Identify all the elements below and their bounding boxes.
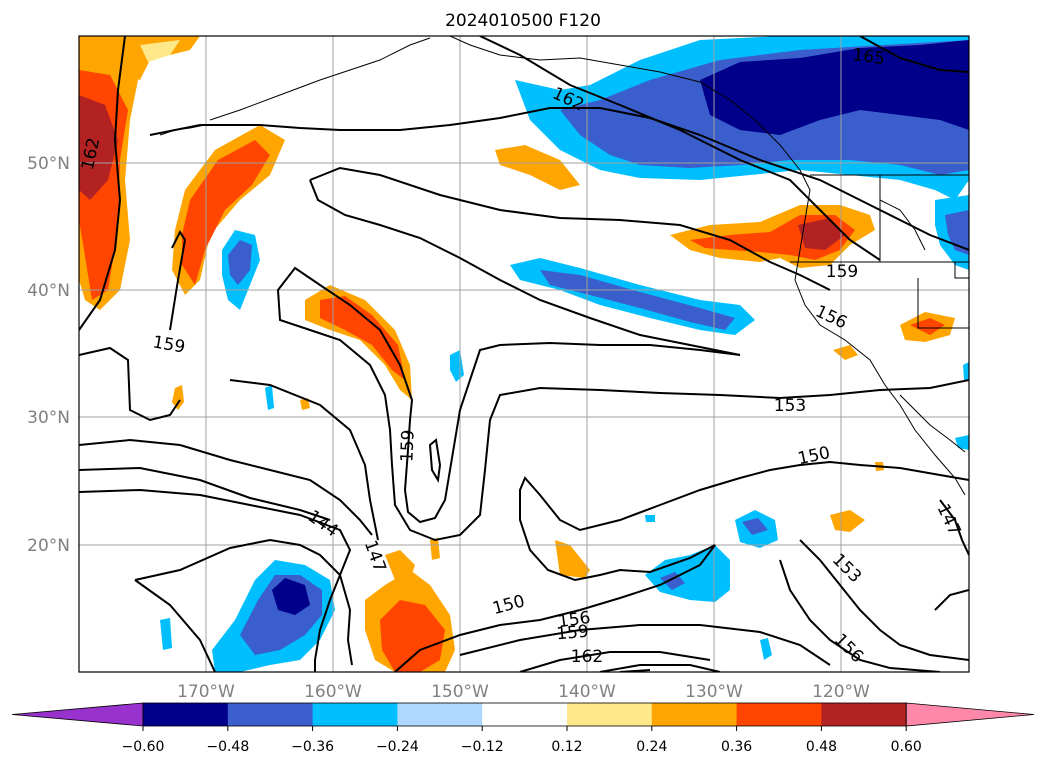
colorbar-tick-label: 0.48 bbox=[806, 739, 837, 755]
colorbar-swatch bbox=[312, 703, 398, 726]
colorbar-swatch bbox=[736, 703, 822, 726]
colorbar-tick-label: −0.24 bbox=[376, 739, 419, 755]
colorbar-outline bbox=[142, 702, 907, 727]
colorbar: −0.60 −0.48 −0.36 −0.24 −0.12 0.12 0.24 0.36 0.4… bbox=[11, 702, 1035, 755]
colorbar-swatch bbox=[143, 703, 229, 726]
contour-label: 165 bbox=[851, 45, 886, 69]
map-title: 2024010500 F120 bbox=[445, 11, 601, 31]
colorbar-tick-label: 0.60 bbox=[891, 739, 922, 755]
lat-tick-label: 30°N bbox=[27, 408, 70, 428]
colorbar-extend-low bbox=[11, 702, 144, 727]
positive-anomaly-fill bbox=[79, 36, 955, 672]
contour-label: 153 bbox=[774, 396, 806, 416]
lon-tick-label: 150°W bbox=[431, 682, 489, 702]
lat-tick-label: 50°N bbox=[27, 154, 70, 174]
colorbar-swatch bbox=[821, 703, 907, 726]
colorbar-tick-label: −0.36 bbox=[291, 739, 334, 755]
latitude-labels: 50°N 40°N 30°N 20°N bbox=[27, 154, 70, 556]
lat-tick-label: 20°N bbox=[27, 536, 70, 556]
contour-label: 162 bbox=[571, 647, 603, 667]
height-contours bbox=[79, 36, 969, 672]
lon-tick-label: 170°W bbox=[177, 682, 235, 702]
colorbar-tick-label: −0.48 bbox=[206, 739, 249, 755]
colorbar-tick-label: 0.24 bbox=[636, 739, 667, 755]
longitude-labels: 170°W 160°W 150°W 140°W 130°W 120°W bbox=[177, 682, 870, 702]
colorbar-swatch bbox=[397, 703, 483, 726]
colorbar-tick-label: −0.60 bbox=[122, 739, 165, 755]
negative-anomaly-fill bbox=[160, 36, 969, 672]
colorbar-swatch bbox=[567, 703, 653, 726]
contour-label: 159 bbox=[826, 262, 858, 282]
contour-label: 156 bbox=[557, 608, 592, 632]
lon-tick-label: 140°W bbox=[558, 682, 616, 702]
lat-tick-label: 40°N bbox=[27, 281, 70, 301]
colorbar-swatch bbox=[227, 703, 314, 726]
colorbar-swatch bbox=[482, 703, 568, 726]
map-panel: 165 162 162 159 159 159 156 153 150 150 … bbox=[78, 35, 970, 673]
colorbar-swatch bbox=[651, 703, 738, 726]
gridlines bbox=[79, 36, 969, 672]
colorbar-tick-label: 0.36 bbox=[721, 739, 752, 755]
colorbar-tick-label: −0.12 bbox=[461, 739, 504, 755]
colorbar-extend-high bbox=[905, 702, 1035, 727]
lon-tick-label: 160°W bbox=[304, 682, 362, 702]
colorbar-tick-label: 0.12 bbox=[551, 739, 582, 755]
contour-label: 159 bbox=[397, 429, 418, 462]
contour-label: 159 bbox=[556, 622, 590, 645]
lon-tick-label: 120°W bbox=[812, 682, 870, 702]
lon-tick-label: 130°W bbox=[685, 682, 743, 702]
